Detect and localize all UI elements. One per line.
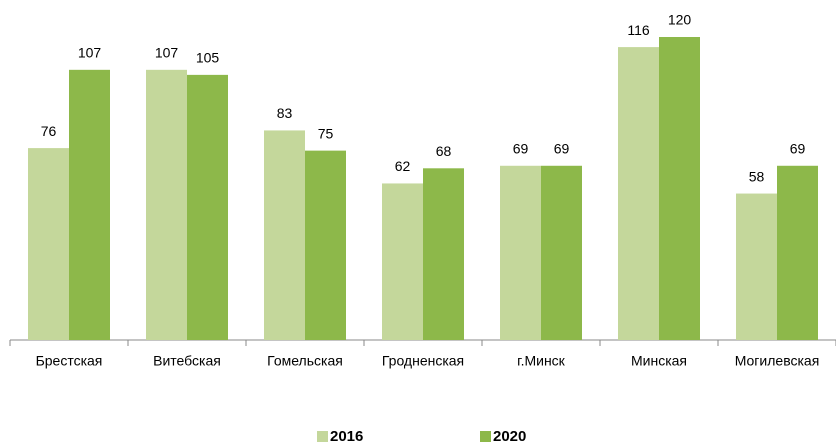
legend-text: 2016 — [330, 428, 363, 445]
bar — [736, 193, 777, 340]
x-tick-label: Витебская — [153, 353, 221, 369]
legend-swatch — [317, 431, 328, 442]
bar — [305, 150, 346, 340]
value-label: 62 — [395, 158, 411, 174]
x-tick-label: Минская — [631, 353, 687, 369]
value-label: 120 — [668, 12, 692, 28]
x-tick-label: Брестская — [36, 353, 103, 369]
value-label: 69 — [554, 140, 570, 156]
value-label: 105 — [196, 50, 220, 66]
value-label: 83 — [277, 105, 293, 121]
bar — [659, 37, 700, 340]
value-label: 69 — [790, 140, 806, 156]
value-label: 107 — [155, 45, 179, 61]
bar — [618, 47, 659, 340]
bar — [28, 148, 69, 340]
value-label: 68 — [436, 143, 452, 159]
value-label: 76 — [41, 123, 57, 139]
bar — [382, 183, 423, 340]
bar — [500, 165, 541, 340]
value-label: 107 — [78, 45, 102, 61]
value-label: 58 — [749, 168, 765, 184]
x-tick-label: г.Минск — [517, 353, 566, 369]
x-tick-label: Могилевская — [735, 353, 820, 369]
bar — [541, 165, 582, 340]
value-label: 75 — [318, 125, 334, 141]
bar — [264, 130, 305, 340]
x-tick-label: Гомельская — [267, 353, 343, 369]
bar — [187, 74, 228, 340]
legend-swatch — [480, 431, 491, 442]
bar — [423, 168, 464, 340]
bar — [777, 165, 818, 340]
value-label: 69 — [513, 140, 529, 156]
value-label: 116 — [627, 22, 650, 38]
legend-text: 2020 — [493, 428, 526, 445]
x-tick-label: Гродненская — [382, 353, 464, 369]
bar — [146, 69, 187, 340]
bar — [69, 69, 110, 340]
